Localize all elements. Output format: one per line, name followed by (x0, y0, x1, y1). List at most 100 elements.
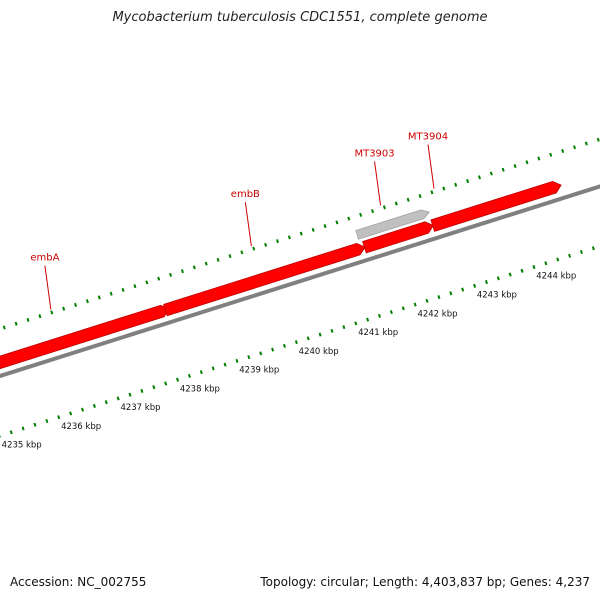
outer-minor-tick (549, 152, 553, 157)
outer-minor-tick (466, 179, 470, 184)
ruler-label: 4236 kbp (61, 422, 101, 432)
feature-leader-line (374, 161, 382, 206)
outer-minor-tick (157, 276, 161, 281)
inner-minor-tick (484, 280, 488, 285)
inner-minor-tick (92, 403, 96, 408)
outer-minor-tick (14, 321, 18, 326)
outer-minor-tick (26, 317, 30, 322)
inner-minor-tick (366, 317, 370, 322)
map-title: Mycobacterium tuberculosis CDC1551, comp… (112, 10, 488, 25)
outer-minor-tick (406, 197, 410, 202)
outer-minor-tick (537, 156, 541, 161)
inner-minor-tick (330, 328, 334, 333)
inner-minor-tick (69, 411, 73, 416)
inner-minor-tick (413, 302, 417, 307)
inner-minor-tick (378, 313, 382, 318)
inner-minor-tick (342, 325, 346, 330)
genome-info-text: Topology: circular; Length: 4,403,837 bp… (260, 575, 590, 589)
outer-minor-tick (38, 314, 42, 319)
outer-minor-tick (513, 164, 517, 169)
outer-minor-tick (97, 295, 101, 300)
outer-minor-tick (573, 145, 576, 150)
outer-minor-tick (347, 216, 351, 221)
outer-minor-tick (561, 149, 565, 154)
inner-minor-tick (187, 373, 191, 378)
inner-minor-tick (81, 407, 85, 412)
outer-minor-tick (276, 239, 279, 244)
inner-minor-tick (461, 287, 465, 292)
inner-minor-tick (271, 347, 275, 352)
inner-minor-tick (425, 298, 429, 303)
outer-minor-tick (252, 246, 256, 251)
inner-minor-tick (140, 388, 144, 393)
outer-minor-tick (85, 299, 89, 304)
inner-minor-tick (354, 321, 358, 326)
inner-minor-tick (520, 268, 524, 273)
outer-minor-tick (477, 175, 481, 180)
outer-minor-tick (442, 186, 446, 191)
inner-minor-tick (152, 385, 156, 390)
inner-minor-tick (473, 283, 477, 288)
outer-minor-tick (204, 261, 208, 266)
inner-minor-tick (116, 396, 120, 401)
inner-minor-tick (389, 310, 393, 315)
outer-minor-tick (62, 306, 66, 311)
inner-minor-tick (318, 332, 322, 337)
inner-minor-tick (33, 422, 37, 427)
feature-label: MT3904 (408, 132, 448, 143)
inner-minor-tick (579, 250, 583, 255)
ruler-label: 4237 kbp (120, 403, 160, 413)
outer-minor-tick (2, 325, 6, 330)
outer-minor-tick (430, 190, 434, 195)
inner-minor-tick (306, 336, 310, 341)
outer-minor-tick (180, 269, 184, 274)
outer-minor-tick (335, 220, 339, 225)
inner-minor-tick (591, 246, 595, 251)
inner-minor-tick (199, 370, 203, 375)
outer-minor-tick (192, 265, 196, 270)
feature-label: embB (231, 189, 260, 200)
inner-minor-tick (247, 355, 251, 360)
ruler-label: 4241 kbp (358, 328, 398, 338)
inner-minor-tick (259, 351, 263, 356)
inner-minor-tick (496, 276, 500, 281)
outer-minor-tick (418, 194, 422, 199)
outer-minor-tick (299, 231, 303, 236)
outer-minor-tick (371, 209, 375, 214)
ruler-label: 4244 kbp (536, 272, 576, 282)
inner-minor-tick (508, 272, 512, 277)
feature-label: embA (30, 253, 59, 264)
inner-minor-tick (282, 343, 286, 348)
inner-minor-tick (544, 261, 548, 266)
inner-minor-tick (128, 392, 132, 397)
outer-minor-tick (525, 160, 529, 165)
inner-minor-tick (532, 265, 536, 270)
outer-minor-tick (264, 242, 268, 247)
inner-minor-tick (568, 253, 572, 258)
outer-minor-tick (121, 287, 125, 292)
outer-minor-tick (133, 284, 137, 289)
outer-minor-tick (501, 167, 505, 172)
outer-minor-tick (228, 254, 232, 259)
inner-minor-tick (556, 257, 560, 262)
inner-minor-tick (45, 418, 49, 423)
inner-minor-tick (211, 366, 215, 371)
ruler-label: 4239 kbp (239, 366, 279, 376)
outer-minor-tick (50, 310, 54, 315)
outer-minor-tick (394, 201, 398, 206)
outer-minor-tick (323, 224, 327, 229)
outer-minor-tick (240, 250, 244, 255)
outer-minor-tick (287, 235, 291, 240)
mt3903-feature-arrow (355, 209, 430, 240)
ruler-label: 4235 kbp (2, 441, 42, 451)
ruler-label: 4243 kbp (477, 290, 517, 300)
outer-minor-tick (382, 205, 386, 210)
inner-minor-tick (21, 426, 25, 431)
ruler-label: 4240 kbp (299, 347, 339, 357)
inner-minor-tick (294, 340, 298, 345)
genome-backbone (0, 184, 600, 379)
outer-minor-tick (169, 272, 173, 277)
inner-minor-tick (401, 306, 405, 311)
inner-minor-tick (104, 400, 108, 405)
